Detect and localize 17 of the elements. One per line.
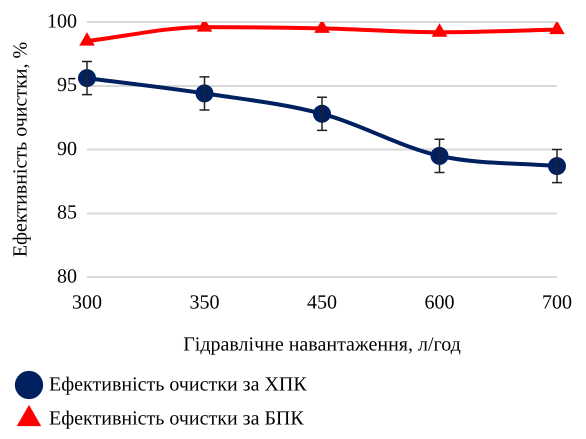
y-tick-label: 85: [57, 202, 77, 224]
x-tick-label: 350: [190, 291, 220, 314]
point: [79, 32, 95, 46]
legend-label: Ефективність очистки за БПК: [49, 407, 304, 430]
x-tick-label: 700: [542, 291, 572, 314]
y-axis-title: Ефективність очистки, %: [9, 42, 32, 258]
point: [549, 22, 565, 34]
y-tick-label: 90: [57, 138, 77, 160]
y-tick-label: 100: [47, 10, 77, 32]
y-tick-label: 80: [57, 265, 77, 288]
x-tick-label: 300: [72, 291, 102, 314]
x-axis-title: Гідравлічне навантаження, л/год: [183, 333, 461, 356]
y-tick-label: 95: [57, 74, 77, 96]
x-tick-label: 600: [424, 291, 454, 314]
x-tick-label: 450: [307, 291, 337, 314]
legend-label: Ефективність очистки за ХПК: [49, 373, 308, 396]
point: [432, 23, 448, 37]
